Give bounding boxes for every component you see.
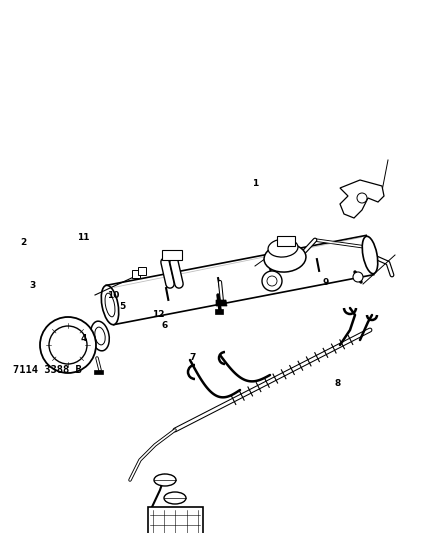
Circle shape	[267, 276, 277, 286]
Circle shape	[262, 271, 282, 291]
Ellipse shape	[154, 474, 176, 486]
Text: 12: 12	[152, 310, 165, 319]
Ellipse shape	[95, 327, 105, 345]
Ellipse shape	[264, 244, 306, 272]
FancyBboxPatch shape	[138, 267, 146, 275]
Text: 2: 2	[21, 238, 27, 247]
Text: 10: 10	[107, 292, 119, 300]
Text: 5: 5	[119, 302, 125, 311]
Polygon shape	[340, 180, 384, 218]
Ellipse shape	[164, 492, 186, 504]
Text: 11: 11	[77, 233, 90, 241]
Ellipse shape	[105, 293, 115, 317]
FancyBboxPatch shape	[148, 507, 203, 533]
Circle shape	[357, 193, 367, 203]
Text: 3: 3	[29, 281, 35, 289]
Ellipse shape	[101, 285, 119, 325]
Circle shape	[353, 272, 363, 282]
Text: 7: 7	[190, 353, 196, 361]
Circle shape	[40, 317, 96, 373]
Text: 1: 1	[252, 180, 258, 188]
Ellipse shape	[362, 236, 378, 274]
Polygon shape	[216, 300, 227, 306]
Text: 9: 9	[322, 278, 328, 287]
FancyBboxPatch shape	[162, 250, 182, 260]
Text: 8: 8	[335, 379, 341, 388]
Ellipse shape	[268, 239, 298, 257]
Text: 4: 4	[80, 334, 86, 343]
Text: 6: 6	[162, 321, 168, 329]
Text: 7114 3388 B: 7114 3388 B	[13, 366, 82, 375]
FancyBboxPatch shape	[277, 236, 295, 246]
Polygon shape	[106, 236, 374, 325]
Ellipse shape	[91, 321, 109, 351]
Polygon shape	[215, 309, 223, 314]
FancyBboxPatch shape	[132, 270, 140, 278]
Polygon shape	[94, 370, 103, 374]
Circle shape	[49, 326, 87, 364]
